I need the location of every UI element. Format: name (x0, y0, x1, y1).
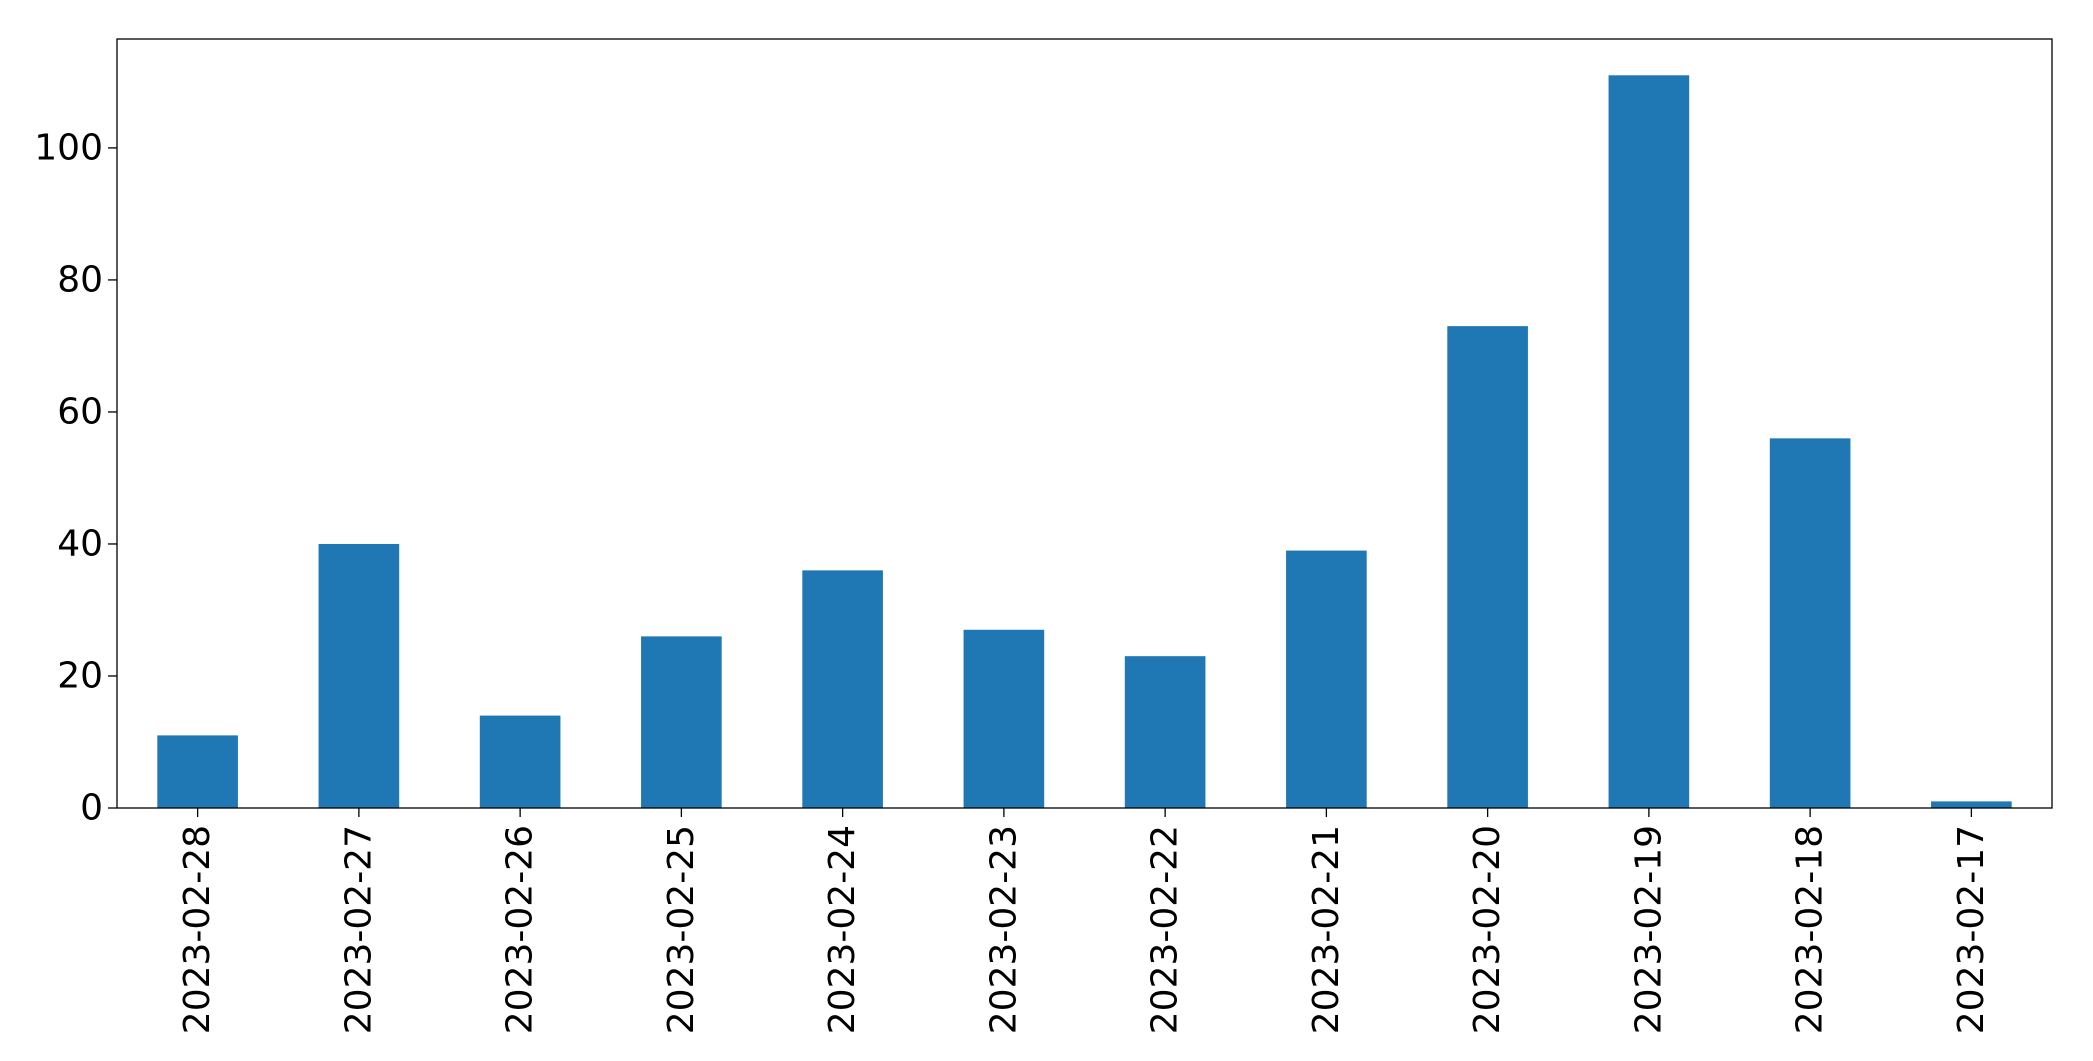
x-tick-label: 2023-02-23 (983, 825, 1024, 1034)
bars-group (157, 75, 2012, 809)
bar-2023-02-19 (1608, 75, 1690, 809)
bar-2023-02-25 (641, 636, 722, 808)
x-tick-label: 2023-02-18 (1790, 825, 1831, 1034)
bar-2023-02-27 (318, 543, 400, 808)
x-axis: 2023-02-28 2023-02-27 2023-02-26 2023-02-25… (177, 808, 1992, 1034)
y-axis: 0 20 40 60 80 100 (34, 127, 117, 829)
y-tick-label: 80 (57, 259, 103, 300)
x-tick-label: 2023-02-19 (1628, 825, 1669, 1034)
bar-2023-02-17 (1931, 801, 2012, 808)
x-tick-label: 2023-02-27 (338, 825, 379, 1034)
plot-area-frame (116, 38, 2053, 809)
y-tick-label: 40 (57, 523, 103, 564)
x-tick-label: 2023-02-21 (1306, 825, 1347, 1034)
x-tick-label: 2023-02-26 (500, 825, 541, 1034)
x-tick-label: 2023-02-17 (1951, 825, 1992, 1034)
x-tick-label: 2023-02-25 (661, 825, 702, 1034)
y-tick-label: 0 (80, 788, 103, 829)
x-tick-label: 2023-02-20 (1467, 825, 1508, 1034)
bar-2023-02-20 (1447, 326, 1528, 808)
y-tick-label: 100 (34, 127, 103, 168)
bar-2023-02-24 (802, 570, 883, 808)
bar-2023-02-23 (963, 629, 1045, 808)
x-tick-label: 2023-02-24 (822, 825, 863, 1034)
bar-2023-02-28 (157, 735, 238, 808)
x-tick-label: 2023-02-22 (1145, 825, 1186, 1034)
bar-2023-02-22 (1124, 656, 1206, 808)
bar-2023-02-18 (1769, 438, 1851, 808)
x-tick-label: 2023-02-28 (177, 825, 218, 1034)
bar-2023-02-26 (479, 715, 561, 808)
bar-2023-02-21 (1286, 550, 1367, 808)
y-tick-label: 20 (57, 655, 103, 696)
y-tick-label: 60 (57, 391, 103, 432)
